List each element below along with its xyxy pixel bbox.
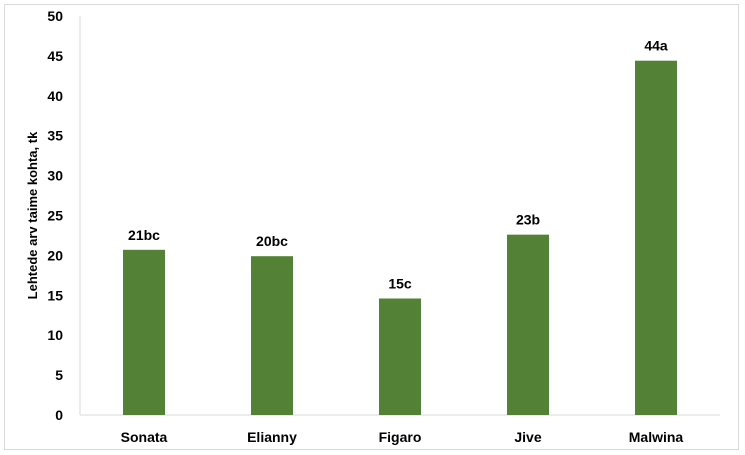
category-label-sonata: Sonata xyxy=(121,429,168,445)
y-tick-label: 5 xyxy=(55,367,63,383)
bar-sonata xyxy=(123,249,165,415)
y-tick-label: 35 xyxy=(47,128,63,144)
data-label-figaro: 15c xyxy=(388,275,412,291)
y-tick-label: 40 xyxy=(47,88,63,104)
bar-figaro xyxy=(379,298,421,415)
bar-jive xyxy=(507,234,549,415)
category-label-jive: Jive xyxy=(514,429,541,445)
category-label-figaro: Figaro xyxy=(379,429,422,445)
data-label-elianny: 20bc xyxy=(256,233,288,249)
y-axis-label: Lehtede arv taime kohta, tk xyxy=(25,131,40,299)
y-tick-label: 25 xyxy=(47,208,63,224)
category-label-elianny: Elianny xyxy=(247,429,297,445)
bar-malwina xyxy=(635,60,677,416)
data-label-sonata: 21bc xyxy=(128,227,160,243)
bars xyxy=(123,60,677,416)
y-tick-label: 10 xyxy=(47,327,63,343)
y-tick-label: 50 xyxy=(47,8,63,24)
data-label-jive: 23b xyxy=(516,212,540,228)
data-label-malwina: 44a xyxy=(644,38,668,54)
category-label-malwina: Malwina xyxy=(629,429,684,445)
y-tick-label: 30 xyxy=(47,168,63,184)
y-tick-label: 0 xyxy=(55,407,63,423)
bar-elianny xyxy=(251,256,293,415)
y-tick-label: 15 xyxy=(47,287,63,303)
data-labels: 21bc 20bc 15c 23b 44a xyxy=(128,38,668,292)
y-axis-ticks: 0 5 10 15 20 25 30 35 40 45 50 xyxy=(47,8,63,423)
y-tick-label: 45 xyxy=(47,48,63,64)
y-tick-label: 20 xyxy=(47,247,63,263)
x-axis-categories: Sonata Elianny Figaro Jive Malwina xyxy=(121,429,684,445)
